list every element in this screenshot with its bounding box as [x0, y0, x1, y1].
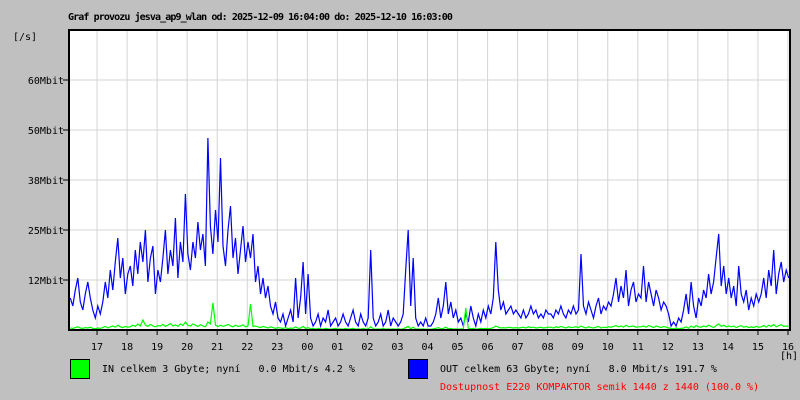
- x-tick-label: 07: [512, 342, 524, 353]
- x-tick-label: 19: [151, 342, 163, 353]
- x-axis-unit-label: [h]: [779, 351, 798, 362]
- out-legend-text: OUT celkem 63 Gbyte; nyní 8.0 Mbit/s 191…: [440, 363, 717, 375]
- x-tick-label: 01: [331, 342, 343, 353]
- series-line-out: [69, 137, 790, 329]
- x-tick-label: 23: [271, 342, 283, 353]
- legend-out-row: OUT celkem 63 Gbyte; nyní 8.0 Mbit/s 191…: [408, 359, 717, 379]
- x-tick-label: 13: [692, 342, 704, 353]
- x-tick-label: 02: [361, 342, 373, 353]
- x-tick-label: 09: [572, 342, 584, 353]
- y-tick-label: 25Mbit: [28, 226, 64, 237]
- x-tick-label: 15: [752, 342, 764, 353]
- y-axis-unit-label: [/s]: [13, 32, 38, 43]
- x-tick-label: 06: [482, 342, 494, 353]
- x-tick-label: 05: [452, 342, 464, 353]
- x-tick-label: 16: [782, 342, 794, 353]
- in-legend-swatch: [70, 359, 90, 379]
- legend-in-row: IN celkem 3 Gbyte; nyní 0.0 Mbit/s 4.2 %: [70, 359, 355, 379]
- y-tick-label: 60Mbit: [28, 76, 64, 87]
- y-tick-label: 50Mbit: [28, 126, 64, 137]
- x-tick-label: 20: [181, 342, 193, 353]
- y-tick-label: 38Mbit: [28, 176, 64, 187]
- x-tick-label: 17: [91, 342, 103, 353]
- y-tick-label: 12Mbit: [28, 276, 64, 287]
- x-tick-label: 14: [722, 342, 734, 353]
- x-tick-label: 04: [421, 342, 433, 353]
- in-legend-text: IN celkem 3 Gbyte; nyní 0.0 Mbit/s 4.2 %: [102, 363, 355, 375]
- x-tick-label: 18: [121, 342, 133, 353]
- x-tick-label: 03: [391, 342, 403, 353]
- x-tick-label: 11: [632, 342, 644, 353]
- graph-title: Graf provozu jesva_ap9_wlan od: 2025-12-…: [68, 12, 453, 23]
- availability-text: Dostupnost E220 KOMPAKTOR semik 1440 z 1…: [440, 382, 760, 393]
- x-tick-label: 00: [301, 342, 313, 353]
- x-tick-label: 08: [542, 342, 554, 353]
- x-tick-label: 10: [602, 342, 614, 353]
- x-tick-label: 21: [211, 342, 223, 353]
- x-tick-label: 22: [241, 342, 253, 353]
- x-tick-label: 12: [662, 342, 674, 353]
- out-legend-swatch: [408, 359, 428, 379]
